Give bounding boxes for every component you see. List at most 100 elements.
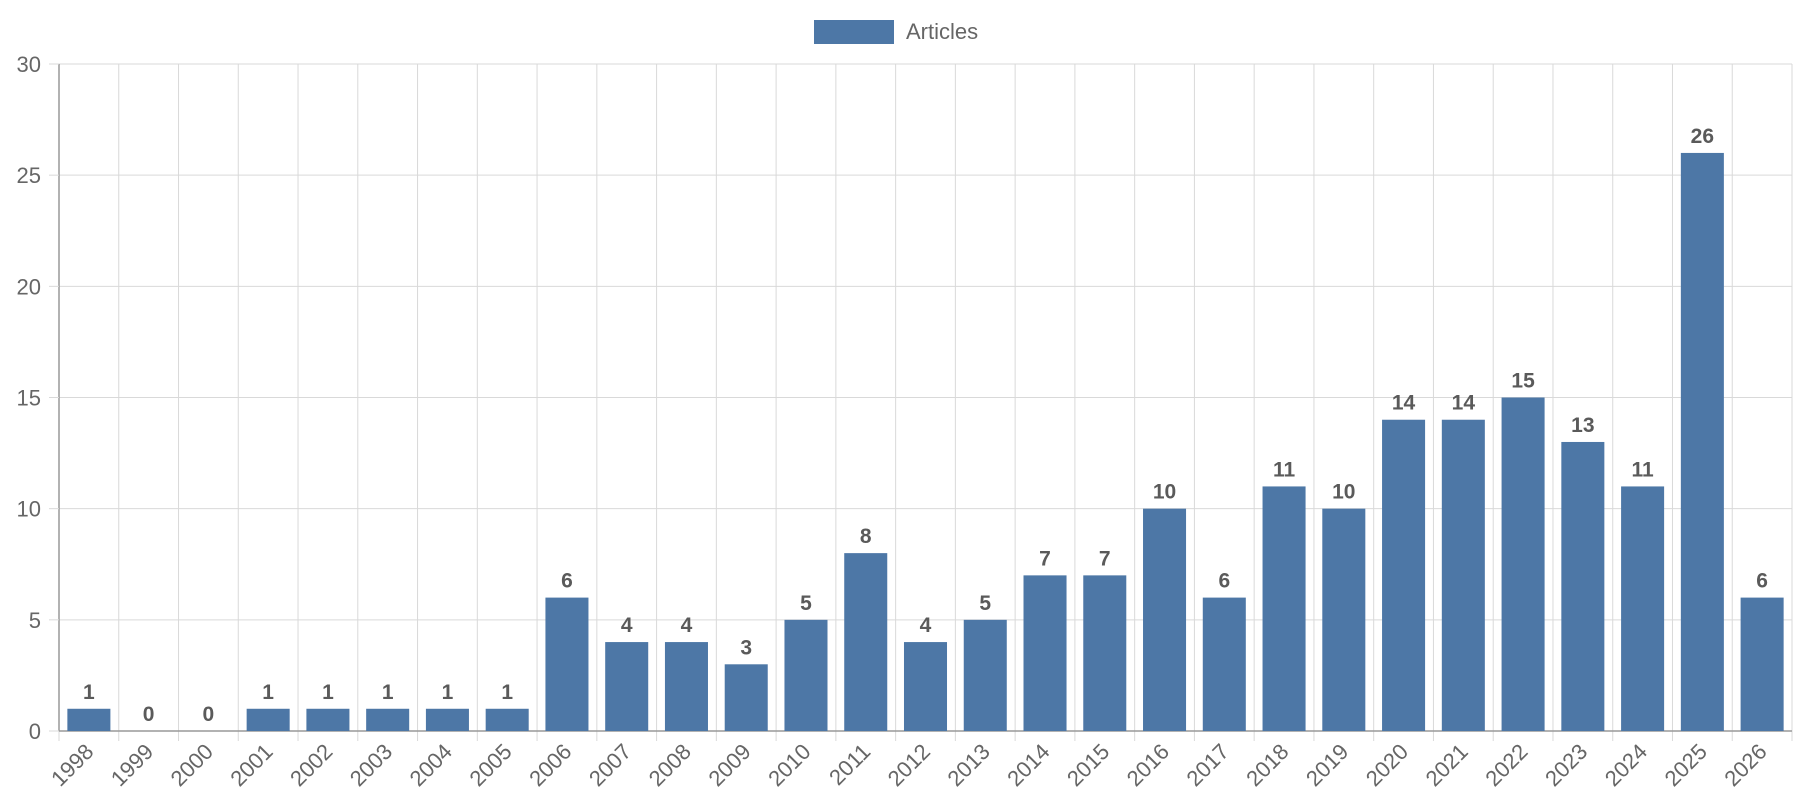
bar-value-label: 11 bbox=[1273, 458, 1296, 481]
bar[interactable] bbox=[1023, 575, 1067, 731]
bar[interactable] bbox=[366, 708, 410, 731]
x-tick-label: 2015 bbox=[1062, 739, 1114, 791]
y-tick-label: 25 bbox=[17, 163, 41, 188]
x-tick-label: 1998 bbox=[46, 739, 98, 791]
bar-value-label: 1 bbox=[442, 681, 454, 704]
x-tick-label: 2017 bbox=[1182, 739, 1234, 791]
bar[interactable] bbox=[1441, 419, 1485, 731]
bar[interactable] bbox=[1382, 419, 1426, 731]
bar[interactable] bbox=[903, 642, 948, 731]
bar[interactable] bbox=[784, 619, 828, 731]
bar[interactable] bbox=[963, 619, 1007, 731]
bar-value-label: 1 bbox=[262, 681, 274, 704]
bar-value-label: 4 bbox=[920, 614, 932, 637]
x-tick-label: 2013 bbox=[943, 739, 995, 791]
x-tick-label: 2003 bbox=[345, 739, 397, 791]
y-tick-label: 15 bbox=[17, 386, 41, 411]
legend-label: Articles bbox=[906, 19, 978, 44]
bar[interactable] bbox=[246, 708, 290, 731]
bar-value-label: 6 bbox=[1756, 570, 1768, 593]
legend-swatch bbox=[814, 20, 894, 44]
y-tick-label: 30 bbox=[17, 52, 41, 77]
x-tick-label: 2020 bbox=[1361, 739, 1413, 791]
bar[interactable] bbox=[1202, 597, 1246, 731]
x-tick-label: 2021 bbox=[1421, 739, 1473, 791]
bar-value-label: 7 bbox=[1039, 547, 1051, 570]
bar-value-label: 4 bbox=[681, 614, 693, 637]
bar-value-label: 8 bbox=[860, 525, 872, 548]
x-tick-label: 2014 bbox=[1002, 739, 1054, 791]
bar-value-label: 10 bbox=[1332, 481, 1355, 504]
x-tick-label: 2000 bbox=[166, 739, 218, 791]
bar-value-label: 10 bbox=[1153, 481, 1176, 504]
bar[interactable] bbox=[605, 642, 649, 731]
bar-value-label: 6 bbox=[1218, 570, 1230, 593]
x-tick-label: 2009 bbox=[703, 739, 755, 791]
x-tick-label: 2002 bbox=[285, 739, 337, 791]
bar-value-label: 0 bbox=[203, 703, 215, 726]
bar-value-label: 1 bbox=[322, 681, 334, 704]
bar[interactable] bbox=[1143, 508, 1187, 731]
x-tick-label: 2011 bbox=[824, 739, 875, 790]
x-tick-label: 2016 bbox=[1122, 739, 1174, 791]
bar[interactable] bbox=[67, 708, 111, 731]
y-tick-label: 10 bbox=[17, 497, 41, 522]
x-tick-label: 2023 bbox=[1540, 739, 1592, 791]
bar-value-label: 0 bbox=[143, 703, 155, 726]
bar[interactable] bbox=[1083, 575, 1127, 731]
bar[interactable] bbox=[724, 664, 768, 731]
x-tick-label: 2004 bbox=[405, 739, 457, 791]
bar-value-label: 15 bbox=[1511, 370, 1535, 393]
bar-value-label: 11 bbox=[1632, 458, 1655, 481]
bar-value-label: 5 bbox=[979, 592, 991, 615]
x-tick-label: 2022 bbox=[1480, 739, 1532, 791]
bar-value-label: 5 bbox=[800, 592, 812, 615]
bar-value-label: 1 bbox=[501, 681, 513, 704]
bar[interactable] bbox=[844, 553, 888, 731]
bar[interactable] bbox=[1740, 597, 1784, 731]
bar[interactable] bbox=[1322, 508, 1366, 731]
bar[interactable] bbox=[1501, 397, 1545, 732]
x-tick-label: 2026 bbox=[1719, 739, 1771, 791]
bar-value-label: 14 bbox=[1392, 392, 1416, 415]
bar[interactable] bbox=[664, 642, 708, 731]
bar-value-label: 1 bbox=[382, 681, 394, 704]
x-tick-label: 2025 bbox=[1660, 739, 1712, 791]
bar[interactable] bbox=[1561, 441, 1605, 731]
grid-lines bbox=[58, 63, 1793, 741]
bar-value-label: 13 bbox=[1571, 414, 1594, 437]
x-tick-label: 2007 bbox=[584, 739, 636, 791]
x-tick-label: 2018 bbox=[1241, 739, 1293, 791]
y-tick-label: 20 bbox=[17, 274, 41, 299]
x-tick-label: 2012 bbox=[883, 739, 935, 791]
bar[interactable] bbox=[1262, 486, 1306, 731]
y-tick-label: 0 bbox=[29, 719, 41, 744]
bar[interactable] bbox=[545, 597, 589, 731]
bar[interactable] bbox=[425, 708, 469, 731]
bar-value-label: 26 bbox=[1691, 125, 1714, 148]
y-tick-label: 5 bbox=[29, 608, 41, 633]
bar[interactable] bbox=[1680, 152, 1724, 731]
bar-value-label: 4 bbox=[621, 614, 633, 637]
x-tick-label: 1999 bbox=[106, 739, 158, 791]
bar-value-label: 7 bbox=[1099, 547, 1111, 570]
bar-value-label: 3 bbox=[740, 636, 752, 659]
x-tick-label: 2010 bbox=[763, 739, 815, 791]
x-tick-label: 2024 bbox=[1600, 739, 1652, 791]
bar[interactable] bbox=[485, 708, 529, 731]
bar-value-label: 1 bbox=[83, 681, 95, 704]
bar-value-label: 6 bbox=[561, 570, 573, 593]
x-tick-label: 2006 bbox=[524, 739, 576, 791]
bars bbox=[67, 152, 1784, 732]
legend[interactable]: Articles bbox=[814, 19, 978, 44]
bar[interactable] bbox=[306, 708, 350, 731]
x-tick-label: 2008 bbox=[644, 739, 696, 791]
x-tick-label: 2001 bbox=[225, 739, 277, 791]
x-tick-label: 2005 bbox=[464, 739, 516, 791]
x-axis: 1998 1999 2000 2001 2002 2003 2004 2005 2006 2007… bbox=[46, 730, 1792, 791]
bar[interactable] bbox=[1621, 486, 1665, 731]
y-axis: 0 5 10 15 20 25 30 bbox=[17, 52, 60, 744]
